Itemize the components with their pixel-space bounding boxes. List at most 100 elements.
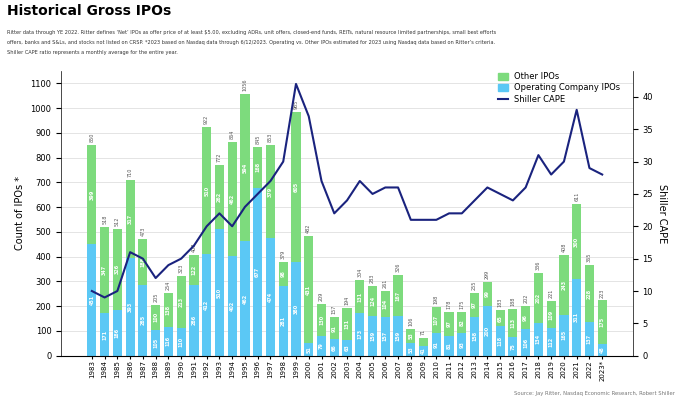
Bar xyxy=(291,112,301,262)
Bar xyxy=(521,306,530,330)
Text: 510: 510 xyxy=(217,288,222,298)
Text: 379: 379 xyxy=(268,186,273,196)
Y-axis label: Shiller CAPE: Shiller CAPE xyxy=(657,184,667,243)
Text: 159: 159 xyxy=(370,331,375,341)
Text: 137: 137 xyxy=(587,334,592,344)
Text: 124: 124 xyxy=(370,296,375,306)
Bar xyxy=(457,312,466,333)
Text: 93: 93 xyxy=(460,341,464,348)
Bar xyxy=(202,128,211,254)
Text: 202: 202 xyxy=(536,292,541,302)
Bar xyxy=(317,336,326,356)
Text: 380: 380 xyxy=(293,304,299,314)
Text: 850: 850 xyxy=(89,133,94,142)
Text: 71: 71 xyxy=(421,329,426,335)
Bar xyxy=(368,316,377,356)
Bar xyxy=(253,188,263,356)
Text: 104: 104 xyxy=(383,299,388,309)
Text: 772: 772 xyxy=(217,152,222,162)
Text: 326: 326 xyxy=(396,263,400,272)
Text: 106: 106 xyxy=(409,317,413,326)
Text: 157: 157 xyxy=(331,304,337,314)
Text: 138: 138 xyxy=(166,305,171,315)
Bar xyxy=(342,340,352,356)
Bar xyxy=(228,256,237,356)
Text: 188: 188 xyxy=(140,257,145,267)
Text: 304: 304 xyxy=(357,268,362,278)
Bar xyxy=(406,342,415,356)
Text: 159: 159 xyxy=(396,331,400,341)
Text: 281: 281 xyxy=(281,316,286,326)
Bar xyxy=(304,236,313,343)
Text: 105: 105 xyxy=(153,338,158,348)
Text: 53: 53 xyxy=(409,333,413,340)
Text: 188: 188 xyxy=(510,297,516,306)
Text: Ritter data through YE 2022. Ritter defines ‘Net’ IPOs as offer price of at leas: Ritter data through YE 2022. Ritter defi… xyxy=(7,30,496,35)
Bar xyxy=(266,238,275,356)
Text: 130: 130 xyxy=(319,315,324,325)
Text: 122: 122 xyxy=(192,265,196,275)
Text: 99: 99 xyxy=(485,290,490,298)
Bar xyxy=(483,306,492,356)
Text: 283: 283 xyxy=(370,273,375,283)
Legend: Other IPOs, Operating Company IPOs, Shiller CAPE: Other IPOs, Operating Company IPOs, Shil… xyxy=(495,70,623,106)
Bar xyxy=(240,241,250,356)
Bar xyxy=(521,330,530,356)
Bar xyxy=(202,254,211,356)
Bar xyxy=(597,344,607,356)
Bar xyxy=(432,333,441,356)
Bar xyxy=(445,312,454,336)
Bar xyxy=(279,262,288,286)
Text: 97: 97 xyxy=(447,320,451,327)
Bar xyxy=(317,304,326,336)
Text: 431: 431 xyxy=(306,285,311,295)
Text: 175: 175 xyxy=(460,300,464,310)
Bar xyxy=(190,285,198,356)
Text: 408: 408 xyxy=(561,242,567,252)
Bar xyxy=(113,310,122,356)
Text: 379: 379 xyxy=(281,250,286,259)
Text: 165: 165 xyxy=(561,330,567,340)
Text: 91: 91 xyxy=(331,325,337,332)
Text: 171: 171 xyxy=(102,330,107,340)
Bar xyxy=(585,265,594,322)
Text: 323: 323 xyxy=(179,263,183,273)
Text: 48: 48 xyxy=(599,346,605,353)
Bar xyxy=(138,285,147,356)
Text: 336: 336 xyxy=(536,260,541,270)
Text: 112: 112 xyxy=(548,337,554,347)
Text: 63: 63 xyxy=(344,344,349,351)
Text: 853: 853 xyxy=(268,132,273,142)
Text: 96: 96 xyxy=(523,314,528,321)
Text: 81: 81 xyxy=(447,342,451,349)
Text: 326: 326 xyxy=(115,264,120,274)
Bar xyxy=(240,94,250,241)
Bar xyxy=(177,328,186,356)
Text: 209: 209 xyxy=(319,292,324,301)
Text: 412: 412 xyxy=(204,300,209,310)
Bar xyxy=(508,309,518,337)
Bar xyxy=(279,286,288,356)
Text: 317: 317 xyxy=(128,214,132,224)
Text: 286: 286 xyxy=(192,315,196,325)
Bar xyxy=(559,315,569,356)
Text: 710: 710 xyxy=(128,168,132,177)
Text: 408: 408 xyxy=(192,242,196,252)
Bar xyxy=(496,326,505,356)
Bar xyxy=(291,262,301,356)
Y-axis label: Count of IPOs *: Count of IPOs * xyxy=(15,176,25,250)
Bar xyxy=(125,258,135,356)
Bar xyxy=(394,275,402,316)
Bar xyxy=(394,316,402,356)
Bar xyxy=(125,180,135,258)
Text: 200: 200 xyxy=(485,326,490,336)
Text: 605: 605 xyxy=(293,182,299,192)
Bar xyxy=(177,276,186,328)
Bar xyxy=(470,316,479,356)
Bar xyxy=(215,230,224,356)
Text: 451: 451 xyxy=(89,295,94,305)
Bar xyxy=(381,291,390,317)
Text: 66: 66 xyxy=(331,344,337,351)
Text: 221: 221 xyxy=(548,289,554,298)
Bar xyxy=(228,142,237,256)
